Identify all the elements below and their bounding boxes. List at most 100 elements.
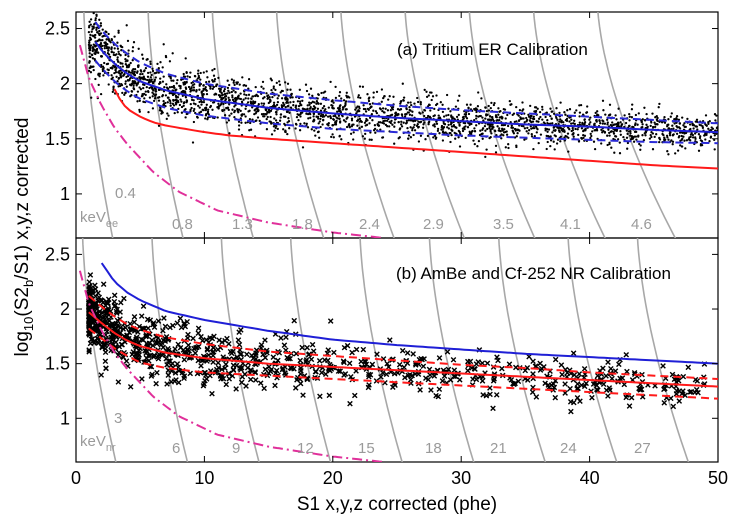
energy-contour xyxy=(83,12,114,238)
data-point xyxy=(87,69,91,73)
data-point xyxy=(541,118,544,121)
data-point xyxy=(684,147,687,150)
data-point xyxy=(91,53,94,57)
data-point xyxy=(149,371,155,378)
data-point xyxy=(136,70,139,73)
data-point xyxy=(110,335,116,341)
data-point xyxy=(408,380,414,387)
data-point xyxy=(345,91,348,94)
data-point xyxy=(621,381,628,388)
data-point xyxy=(89,23,92,26)
data-point xyxy=(147,352,153,359)
data-point xyxy=(397,120,400,124)
data-point xyxy=(131,319,138,326)
data-point xyxy=(533,134,536,138)
data-point xyxy=(384,360,390,367)
data-point xyxy=(121,65,125,68)
data-point xyxy=(483,124,487,128)
data-point xyxy=(179,87,182,90)
data-point xyxy=(446,126,449,129)
data-point xyxy=(486,127,489,131)
data-point xyxy=(680,145,684,148)
data-point xyxy=(142,75,145,78)
data-point xyxy=(178,324,185,331)
data-point xyxy=(156,62,159,66)
data-point xyxy=(419,101,422,104)
data-point xyxy=(341,344,348,351)
data-point xyxy=(542,380,548,387)
data-point xyxy=(434,103,438,107)
data-point xyxy=(252,369,258,375)
data-point xyxy=(693,132,697,135)
data-point xyxy=(386,109,390,112)
data-point xyxy=(506,113,509,117)
data-point xyxy=(260,102,263,105)
data-point xyxy=(143,69,146,72)
data-point xyxy=(253,347,260,354)
data-point xyxy=(319,114,322,118)
data-point xyxy=(116,47,120,50)
data-point xyxy=(503,123,507,127)
data-point xyxy=(318,136,321,139)
data-point xyxy=(552,356,559,363)
data-point xyxy=(524,365,531,371)
data-point xyxy=(491,115,494,119)
data-point xyxy=(297,118,300,122)
data-point xyxy=(113,47,116,50)
data-point xyxy=(382,122,386,125)
data-point xyxy=(480,97,483,100)
data-point xyxy=(98,29,101,33)
data-point xyxy=(515,378,522,385)
data-point xyxy=(262,337,268,343)
data-point xyxy=(317,393,323,400)
data-point xyxy=(388,95,391,98)
data-point xyxy=(504,117,507,120)
data-point xyxy=(292,385,299,391)
data-point xyxy=(147,317,154,323)
data-point xyxy=(285,355,292,362)
data-point xyxy=(589,394,595,401)
data-point xyxy=(117,50,120,53)
data-point xyxy=(497,119,500,122)
data-point xyxy=(479,114,482,118)
data-point xyxy=(350,119,354,122)
data-point xyxy=(230,366,237,373)
data-point xyxy=(581,383,588,390)
data-point xyxy=(552,394,559,401)
data-point xyxy=(232,89,235,92)
data-point xyxy=(227,119,231,122)
data-point xyxy=(417,387,423,393)
data-point xyxy=(94,77,97,81)
data-point xyxy=(477,115,480,118)
data-point xyxy=(191,141,195,144)
data-point xyxy=(114,71,118,74)
data-point xyxy=(224,335,230,342)
data-point xyxy=(374,110,378,113)
data-point xyxy=(661,400,668,406)
data-point xyxy=(332,117,335,121)
data-point xyxy=(195,343,202,350)
data-point xyxy=(346,95,350,98)
y-tick-label: 2.5 xyxy=(45,19,70,39)
data-point xyxy=(419,112,422,115)
data-point xyxy=(219,87,222,91)
data-point xyxy=(89,33,92,37)
data-point xyxy=(362,107,366,111)
data-point xyxy=(341,108,344,111)
data-point xyxy=(107,32,110,36)
data-point xyxy=(164,94,168,97)
data-point xyxy=(182,83,185,86)
data-point xyxy=(172,370,179,376)
data-point xyxy=(124,91,127,94)
data-point xyxy=(242,84,245,87)
data-point xyxy=(601,131,604,134)
data-point xyxy=(143,77,146,80)
data-point xyxy=(419,134,423,137)
data-point xyxy=(105,296,112,303)
data-point xyxy=(488,115,492,118)
data-point xyxy=(121,295,127,302)
data-point xyxy=(343,105,346,108)
data-point xyxy=(97,83,100,87)
data-point xyxy=(399,127,402,130)
data-point xyxy=(381,107,385,110)
